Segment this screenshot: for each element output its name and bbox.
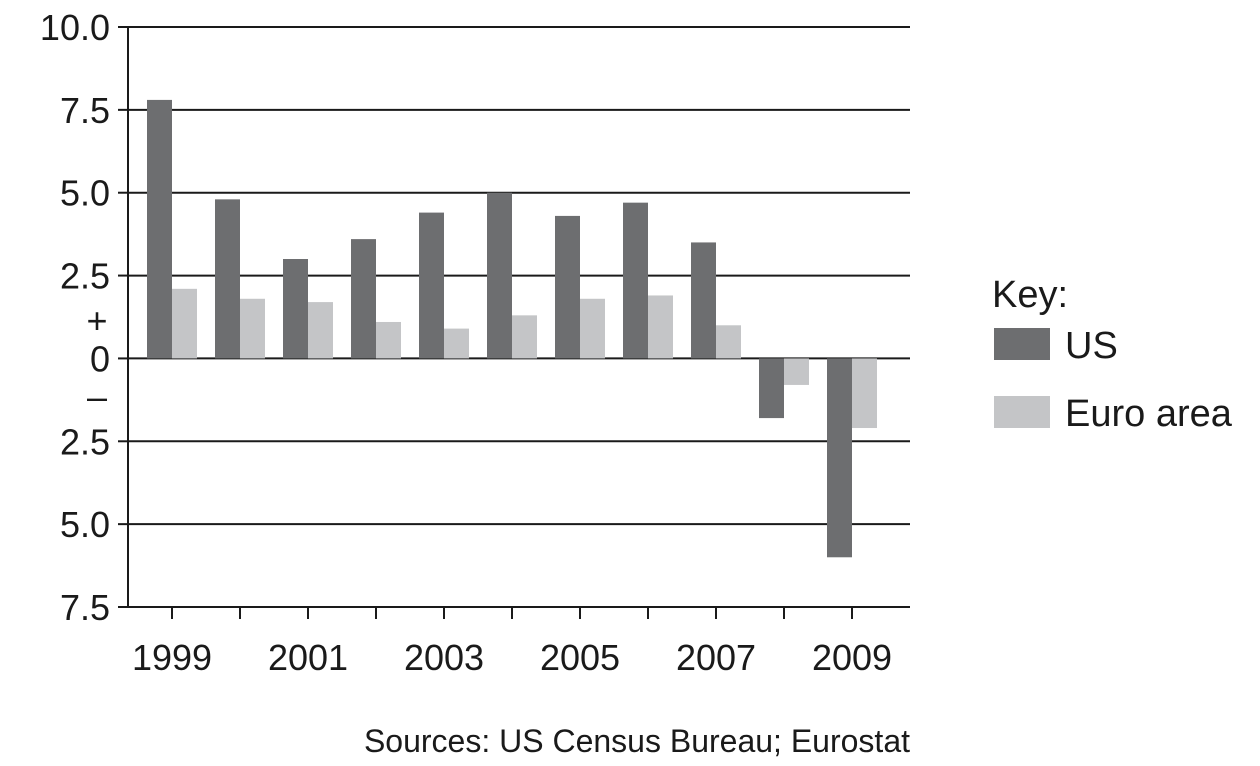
- bar-us-2007: [691, 242, 716, 359]
- bar-euro-area-2003: [444, 328, 469, 359]
- legend-swatch-euro-area: [994, 396, 1050, 428]
- source-note: Sources: US Census Bureau; Eurostat: [364, 723, 910, 759]
- y-axis-ticks: 10.0 7.5 5.0 2.5 0 2.5 5.0 7.5: [40, 7, 128, 628]
- y-tick-label: 0: [90, 338, 110, 379]
- minus-sign: –: [87, 376, 107, 417]
- x-tick-label: 1999: [132, 637, 212, 678]
- bar-euro-area-2005: [580, 298, 605, 359]
- x-tick-label: 2009: [812, 637, 892, 678]
- y-tick-label: 5.0: [60, 504, 110, 545]
- x-tick-label: 2007: [676, 637, 756, 678]
- bar-us-2004: [487, 192, 512, 359]
- legend-swatch-us: [994, 328, 1050, 360]
- axes: [127, 27, 910, 608]
- x-tick-label: 2003: [404, 637, 484, 678]
- bar-us-2003: [419, 212, 444, 359]
- bar-euro-area-2000: [240, 298, 265, 359]
- bar-us-2000: [215, 199, 240, 359]
- bar-euro-area-2008: [784, 358, 809, 385]
- bar-euro-area-2007: [716, 325, 741, 359]
- y-tick-label: 7.5: [60, 90, 110, 131]
- x-axis-ticks: 1999 2001 2003 2005 2007 2009: [132, 607, 892, 678]
- legend-label-euro-area: Euro area: [1065, 393, 1233, 435]
- legend-label-us: US: [1065, 325, 1118, 367]
- bar-us-2008: [759, 358, 784, 419]
- bars: [147, 99, 877, 558]
- gridlines: [128, 26, 910, 526]
- bar-us-2009: [827, 358, 852, 558]
- y-tick-label: 7.5: [60, 587, 110, 628]
- y-tick-label: 10.0: [40, 7, 110, 48]
- bar-euro-area-1999: [172, 288, 197, 359]
- bar-us-2001: [283, 259, 308, 359]
- y-tick-label: 5.0: [60, 173, 110, 214]
- bar-euro-area-2006: [648, 295, 673, 359]
- x-tick-label: 2001: [268, 637, 348, 678]
- bar-euro-area-2002: [376, 321, 401, 359]
- x-tick-label: 2005: [540, 637, 620, 678]
- bar-us-2006: [623, 202, 648, 359]
- legend: Key: US Euro area: [992, 274, 1233, 435]
- bar-us-2005: [555, 215, 580, 359]
- y-tick-label: 2.5: [60, 256, 110, 297]
- legend-title: Key:: [992, 274, 1068, 316]
- y-tick-label: 2.5: [60, 421, 110, 462]
- plus-sign: +: [86, 300, 107, 341]
- bar-us-1999: [147, 99, 172, 359]
- bar-euro-area-2004: [512, 315, 537, 359]
- bar-euro-area-2009: [852, 358, 877, 429]
- bar-us-2002: [351, 239, 376, 359]
- bar-euro-area-2001: [308, 302, 333, 359]
